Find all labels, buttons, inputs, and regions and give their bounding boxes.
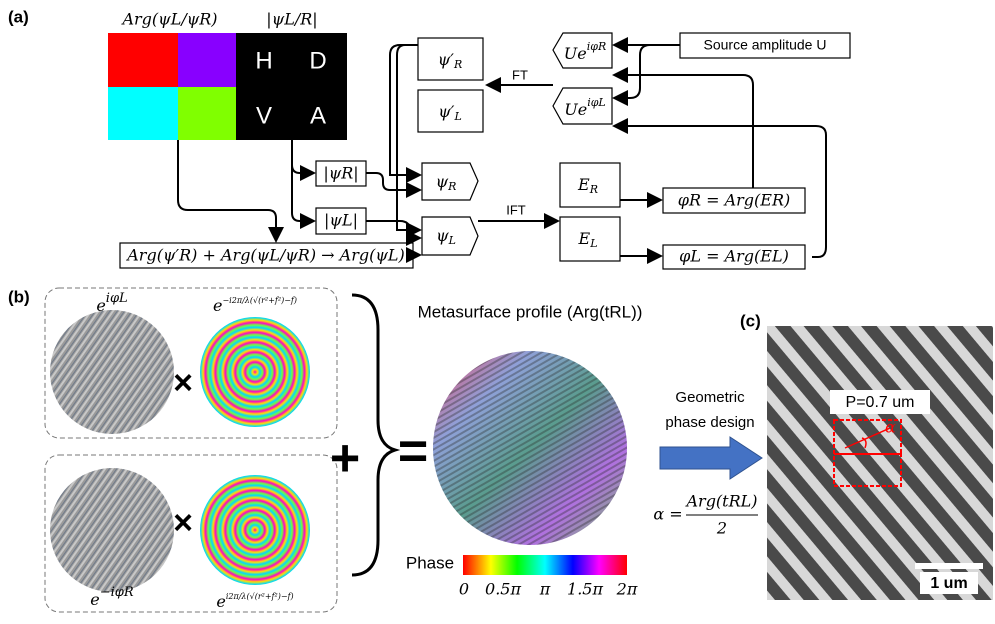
ft-label: FT bbox=[512, 67, 528, 82]
symbol: e−i2π/λ(√(r²+f²)−f) bbox=[213, 296, 297, 315]
phase-mask bbox=[50, 310, 174, 434]
source-label: Source amplitude U bbox=[704, 37, 827, 53]
scale-label: 1 um bbox=[930, 575, 967, 592]
text-part: iφR bbox=[587, 40, 607, 53]
symbol: |ψL| bbox=[324, 211, 358, 230]
letter: V bbox=[256, 102, 272, 129]
symbol: |ψR| bbox=[323, 164, 358, 183]
sem-image bbox=[767, 326, 993, 600]
text-part: Ue bbox=[564, 44, 587, 63]
label: Geometric bbox=[675, 389, 745, 406]
text-part: R bbox=[447, 180, 456, 193]
arrow bbox=[660, 437, 762, 479]
phase-image bbox=[108, 33, 249, 140]
colorbar-tick: π bbox=[539, 580, 551, 599]
text-part: ψ′ bbox=[438, 50, 455, 69]
panel-label: (b) bbox=[8, 287, 30, 306]
equation: α = bbox=[653, 505, 682, 524]
text-part: L bbox=[453, 110, 461, 123]
symbol: ei2π/λ(√(r²+f²)−f) bbox=[216, 592, 293, 611]
period-label: P=0.7 um bbox=[846, 394, 915, 411]
text-part: E bbox=[577, 175, 590, 194]
text-part: −i2π/λ(√(r²+f²)−f) bbox=[222, 296, 297, 305]
equation: Arg(tRL) bbox=[684, 492, 757, 511]
figure: (a) Arg(ψL/ψR) |ψL/R| H D V A ψ′R ψ′L So… bbox=[0, 0, 995, 619]
letter: D bbox=[309, 47, 326, 74]
lens-mask bbox=[200, 317, 310, 427]
text-part: −iφR bbox=[100, 585, 134, 600]
equation: 2 bbox=[716, 519, 727, 538]
colorbar-tick: 1.5π bbox=[567, 580, 603, 599]
text-part: iφL bbox=[587, 96, 606, 109]
phase-mask bbox=[50, 468, 174, 592]
text-part: ψ bbox=[436, 172, 449, 191]
colorbar-tick: 0 bbox=[459, 580, 469, 599]
colorbar-tick: 2π bbox=[616, 580, 638, 599]
metasurface-texture bbox=[433, 351, 627, 545]
scale-bar bbox=[915, 563, 983, 569]
equation: φL = Arg(EL) bbox=[679, 247, 789, 266]
text-part: R bbox=[453, 58, 462, 71]
text-part: R bbox=[589, 183, 598, 196]
label: phase design bbox=[665, 414, 754, 431]
text-part: i2π/λ(√(r²+f²)−f) bbox=[226, 592, 294, 601]
text-part: L bbox=[448, 234, 456, 247]
text-part: e bbox=[213, 296, 222, 315]
text-part: iφL bbox=[106, 291, 128, 306]
text-part: ψ′ bbox=[438, 102, 455, 121]
equals: = bbox=[398, 423, 428, 481]
title: Metasurface profile (Arg(tRL)) bbox=[418, 302, 643, 321]
times: × bbox=[173, 364, 193, 402]
colorbar bbox=[463, 555, 627, 575]
amplitude-image bbox=[236, 33, 347, 140]
colorbar-label: Phase bbox=[406, 553, 454, 572]
lens-mask bbox=[200, 475, 310, 585]
plus: + bbox=[330, 430, 360, 488]
text-part: Ue bbox=[564, 100, 587, 119]
ift-label: IFT bbox=[506, 202, 526, 217]
text-part: L bbox=[589, 237, 597, 250]
text-part: e bbox=[216, 592, 225, 611]
text-part: e bbox=[90, 590, 99, 609]
text-part: E bbox=[578, 229, 591, 248]
colorbar-tick: 0.5π bbox=[485, 580, 521, 599]
title: |ψL/R| bbox=[266, 10, 317, 29]
letter: A bbox=[310, 102, 326, 129]
angle-label: α bbox=[885, 418, 896, 437]
letter: H bbox=[255, 47, 272, 74]
panel-label: (c) bbox=[740, 311, 761, 330]
equation: Arg(ψ′R) + Arg(ψL/ψR) → Arg(ψL) bbox=[125, 246, 405, 265]
title: Arg(ψL/ψR) bbox=[120, 10, 217, 29]
times: × bbox=[173, 504, 193, 542]
text-part: ψ bbox=[436, 226, 449, 245]
equation: φR = Arg(ER) bbox=[678, 191, 790, 210]
panel-label: (a) bbox=[8, 7, 29, 26]
